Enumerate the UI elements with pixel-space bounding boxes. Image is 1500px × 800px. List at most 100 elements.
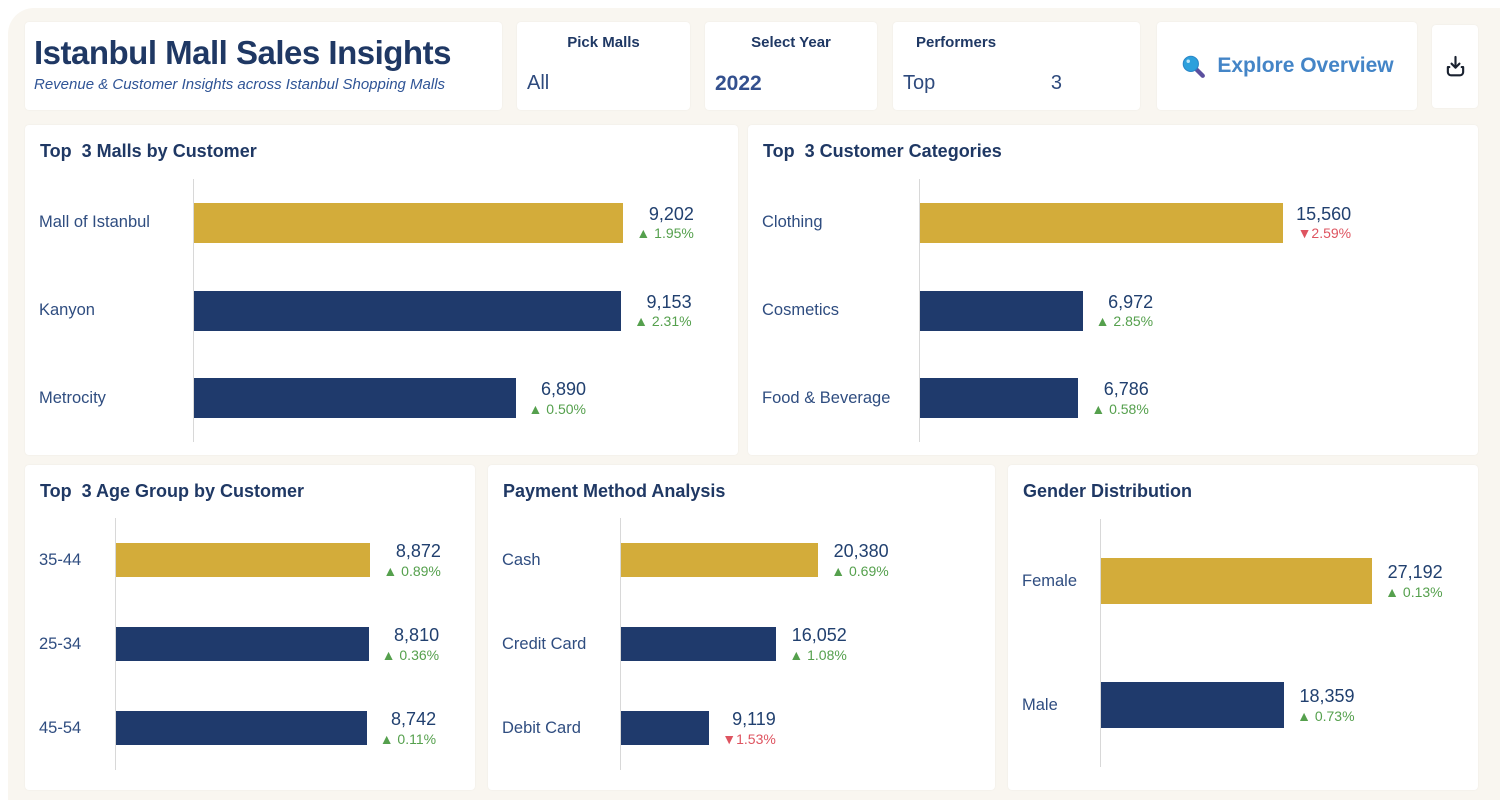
bar-row: Male 18,359 ▲ 0.73% [1022,643,1466,767]
bar-row: Metrocity 6,890 ▲ 0.50% [39,354,726,443]
bar-value: 8,742 [391,709,437,729]
axis-line: 27,192 ▲ 0.13% [1100,519,1466,643]
category-label: Kanyon [39,301,95,319]
bar-delta: ▲ 0.58% [1091,400,1149,417]
category-label: Clothing [762,213,823,232]
axis-line: 6,890 ▲ 0.50% [193,354,726,443]
bar[interactable] [116,627,369,661]
page-subtitle: Revenue & Customer Insights across Istan… [34,75,446,93]
bar-value-block: 27,192 ▲ 0.13% [1385,561,1442,601]
performers-label: Performers [916,34,997,51]
axis-line: 15,560 ▼2.59% [919,179,1466,267]
category-label: Male [1022,695,1058,714]
axis-line: 8,872 ▲ 0.89% [115,518,463,602]
bar-value-block: 9,153 ▲ 2.31% [634,291,691,331]
explore-overview-button[interactable]: Explore Overview [1157,22,1417,110]
axis-line: 8,742 ▲ 0.11% [115,686,463,770]
pick-malls-value[interactable]: All [527,72,550,94]
bar[interactable] [920,378,1079,419]
filter-select-year: Select Year 2022 [705,22,877,110]
filter-pick-malls: Pick Malls All [517,22,690,110]
title-card: Istanbul Mall Sales Insights Revenue & C… [25,22,502,110]
bar-value-block: 9,202 ▲ 1.95% [636,203,693,243]
bar[interactable] [621,543,819,577]
category-label: 35-44 [39,550,82,569]
select-year-label: Select Year [751,34,831,51]
bar[interactable] [1101,682,1285,728]
bar-value: 15,560 [1296,203,1352,224]
category-label: 25-34 [39,634,82,653]
dashboard-canvas: Istanbul Mall Sales Insights Revenue & C… [8,8,1500,800]
download-button[interactable] [1432,25,1478,108]
bar-delta: ▼2.59% [1297,225,1352,242]
bar[interactable] [621,711,710,745]
pick-malls-label: Pick Malls [567,34,640,51]
chart-top-malls: Top 3 Malls by Customer Mall of Istanbul… [25,125,738,455]
bar-value-block: 8,810 ▲ 0.36% [382,624,439,664]
bar[interactable] [116,711,367,745]
bar-delta: ▲ 0.73% [1297,707,1355,724]
bar-value: 20,380 [833,541,889,561]
axis-line: 20,380 ▲ 0.69% [620,518,983,602]
plot-area: 35-44 8,872 ▲ 0.89% 25-34 8,810 ▲ 0.36% 45-54 8… [39,518,463,770]
bar[interactable] [194,202,624,243]
axis-line: 8,810 ▲ 0.36% [115,602,463,686]
chart-payment-methods: Payment Method Analysis Cash 20,380 ▲ 0.69… [488,465,995,790]
plot-area: Female 27,192 ▲ 0.13% Male 18,359 ▲ 0.73% [1022,519,1466,767]
chart-age-groups: Top 3 Age Group by Customer 35-44 8,872 ▲ … [25,465,475,790]
performers-top-value[interactable]: Top [903,72,936,94]
bar-value-block: 8,742 ▲ 0.11% [380,708,436,748]
category-label: Food & Beverage [762,388,891,407]
bar[interactable] [920,202,1284,243]
axis-line: 18,359 ▲ 0.73% [1100,643,1466,767]
bar-value: 6,786 [1103,379,1149,400]
plot-area: Clothing 15,560 ▼2.59% Cosmetics 6,972 ▲ 2.85… [762,179,1466,443]
category-label: Mall of Istanbul [39,213,150,232]
axis-line: 9,153 ▲ 2.31% [193,266,726,355]
bar-value: 18,359 [1299,686,1355,706]
axis-line: 9,119 ▼1.53% [620,686,983,770]
chart-title: Top 3 Customer Categories [763,141,1002,161]
bar[interactable] [194,290,622,331]
bar-delta: ▲ 0.36% [381,646,440,663]
bar-row: Debit Card 9,119 ▼1.53% [502,686,983,770]
bar[interactable] [920,290,1083,331]
bar-row: Female 27,192 ▲ 0.13% [1022,519,1466,643]
category-label: Metrocity [39,388,106,407]
bar[interactable] [621,627,777,661]
bar-row: Cash 20,380 ▲ 0.69% [502,518,983,602]
axis-line: 6,972 ▲ 2.85% [919,266,1466,355]
select-year-value[interactable]: 2022 [715,72,762,95]
chart-gender: Gender Distribution Female 27,192 ▲ 0.13% M… [1008,465,1478,790]
bar-value-block: 9,119 ▼1.53% [722,708,776,748]
bar-value: 6,972 [1108,291,1154,312]
bar[interactable] [1101,558,1373,604]
bar-delta: ▲ 1.08% [789,646,847,663]
bar-value: 6,890 [540,379,586,400]
chart-title: Gender Distribution [1023,481,1193,501]
bar-delta: ▲ 0.13% [1385,583,1443,600]
bar-row: 35-44 8,872 ▲ 0.89% [39,518,463,602]
performers-count-input[interactable]: 3 [1050,72,1062,94]
bar-value: 27,192 [1387,562,1443,582]
bar-delta: ▲ 1.95% [636,225,694,242]
bar-row: Mall of Istanbul 9,202 ▲ 1.95% [39,179,726,267]
bar-value: 8,810 [394,625,440,645]
bar-value: 8,872 [395,541,441,561]
bar[interactable] [116,543,371,577]
category-label: Female [1022,571,1078,590]
bar[interactable] [194,378,516,419]
chart-title: Payment Method Analysis [503,481,726,501]
plot-area: Cash 20,380 ▲ 0.69% Credit Card 16,052 ▲ 1.08… [502,518,983,770]
category-label: Credit Card [502,634,587,653]
category-label: 45-54 [39,718,82,737]
bar-value: 9,153 [646,291,692,312]
explore-overview-label: Explore Overview [1217,54,1394,77]
bar-row: Credit Card 16,052 ▲ 1.08% [502,602,983,686]
axis-line: 9,202 ▲ 1.95% [193,179,726,267]
bar-row: Food & Beverage 6,786 ▲ 0.58% [762,354,1466,443]
page-title: Istanbul Mall Sales Insights [34,34,451,71]
axis-line: 6,786 ▲ 0.58% [919,354,1466,443]
bar-value: 9,202 [648,203,694,224]
bar-value-block: 8,872 ▲ 0.89% [383,540,440,580]
